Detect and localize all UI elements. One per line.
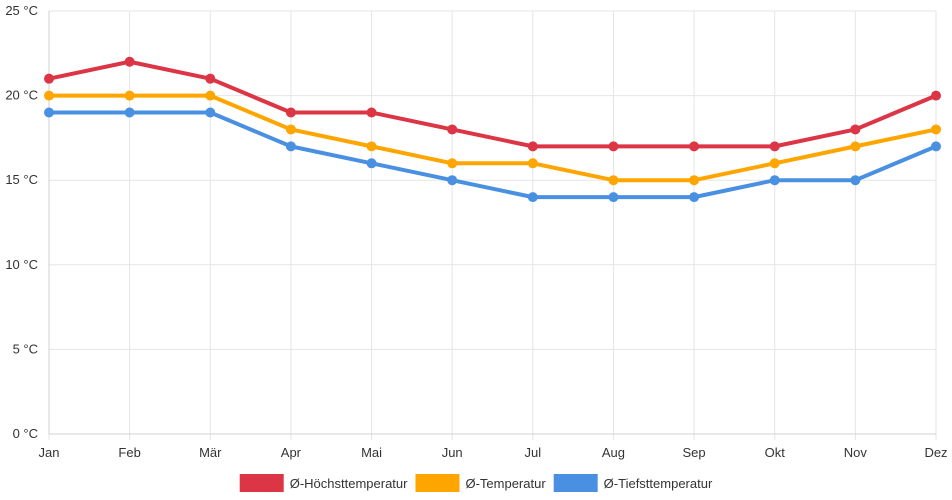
series [44, 56, 941, 203]
data-point[interactable] [124, 107, 135, 118]
y-tick-label: 10 °C [5, 257, 38, 272]
x-tick-label: Feb [118, 445, 140, 460]
x-tick-label: Mär [199, 445, 222, 460]
data-point[interactable] [527, 158, 538, 169]
grid [48, 10, 937, 440]
data-point[interactable] [769, 141, 780, 152]
x-tick-label: Apr [281, 445, 302, 460]
axes: 0 °C 5 °C 10 °C 15 °C 20 °C 25 °C Jan Feb Mär Apr… [5, 3, 947, 460]
data-point[interactable] [366, 107, 377, 118]
data-point[interactable] [44, 73, 54, 84]
data-point[interactable] [205, 107, 216, 118]
y-tick-label: 5 °C [13, 341, 38, 356]
legend-label: Ø-Höchsttemperatur [290, 476, 408, 491]
legend-item[interactable]: Ø-Tiefsttemperatur [553, 474, 713, 492]
legend-label: Ø-Temperatur [465, 476, 546, 491]
y-tick-label: 20 °C [5, 88, 38, 103]
data-point[interactable] [608, 192, 619, 203]
x-tick-label: Jun [442, 445, 463, 460]
x-tick-label: Dez [924, 445, 947, 460]
data-point[interactable] [447, 124, 458, 135]
x-tick-label: Nov [844, 445, 868, 460]
y-tick-label: 0 °C [13, 426, 38, 441]
legend-swatch [239, 474, 284, 492]
data-point[interactable] [124, 56, 135, 67]
data-point[interactable] [44, 90, 54, 101]
series-line [47, 93, 938, 183]
data-point[interactable] [931, 141, 941, 152]
y-tick-label: 25 °C [5, 3, 38, 18]
data-point[interactable] [608, 141, 619, 152]
legend-label: Ø-Tiefsttemperatur [604, 476, 713, 491]
data-point[interactable] [205, 90, 216, 101]
data-point[interactable] [447, 175, 458, 186]
data-point[interactable] [44, 107, 54, 118]
series-1 [44, 90, 941, 186]
x-tick-label: Mai [361, 445, 382, 460]
legend-item[interactable]: Ø-Temperatur [415, 474, 546, 492]
y-tick-label: 15 °C [5, 172, 38, 187]
x-tick-label: Aug [602, 445, 625, 460]
series-line [47, 110, 938, 200]
data-point[interactable] [850, 124, 861, 135]
data-point[interactable] [285, 124, 296, 135]
data-point[interactable] [689, 175, 700, 186]
x-tick-label: Jan [39, 445, 60, 460]
data-point[interactable] [769, 175, 780, 186]
data-point[interactable] [285, 107, 296, 118]
legend[interactable]: Ø-Höchsttemperatur Ø-Temperatur Ø-Tiefstte… [239, 474, 713, 492]
data-point[interactable] [608, 175, 619, 186]
data-point[interactable] [527, 141, 538, 152]
data-point[interactable] [689, 192, 700, 203]
series-line [47, 59, 938, 149]
series-2 [44, 107, 941, 203]
legend-swatch [415, 474, 460, 492]
data-point[interactable] [769, 158, 780, 169]
data-point[interactable] [447, 158, 458, 169]
data-point[interactable] [366, 141, 377, 152]
data-point[interactable] [850, 175, 861, 186]
data-point[interactable] [205, 73, 216, 84]
legend-item[interactable]: Ø-Höchsttemperatur [239, 474, 408, 492]
data-point[interactable] [850, 141, 861, 152]
data-point[interactable] [931, 90, 941, 101]
data-point[interactable] [689, 141, 700, 152]
x-tick-label: Okt [765, 445, 786, 460]
data-point[interactable] [366, 158, 377, 169]
legend-swatch [553, 474, 598, 492]
data-point[interactable] [527, 192, 538, 203]
series-0 [44, 56, 941, 152]
data-point[interactable] [124, 90, 135, 101]
data-point[interactable] [285, 141, 296, 152]
x-tick-label: Sep [683, 445, 706, 460]
data-point[interactable] [931, 124, 941, 135]
x-tick-label: Jul [525, 445, 542, 460]
